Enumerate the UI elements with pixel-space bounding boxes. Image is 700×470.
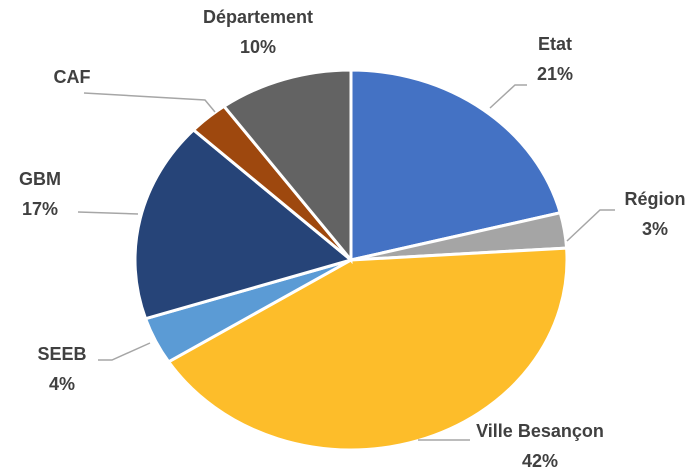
slice-label: GBM bbox=[19, 169, 61, 189]
slice-label: Etat bbox=[538, 34, 572, 54]
leader-line bbox=[83, 92, 216, 113]
pie-slice bbox=[133, 127, 355, 321]
slice-label: CAF bbox=[54, 67, 91, 87]
pie-slice bbox=[221, 68, 353, 265]
slice-value-label: 10% bbox=[240, 37, 276, 57]
slice-label: Ville Besançon bbox=[476, 421, 604, 441]
slice-label: Département bbox=[203, 7, 313, 27]
leader-line bbox=[566, 209, 615, 242]
slice-label: SEEB bbox=[37, 344, 86, 364]
pie-slice bbox=[349, 68, 563, 262]
slice-value-label: 17% bbox=[22, 199, 58, 219]
slice-label: Région bbox=[625, 189, 686, 209]
leader-line bbox=[489, 84, 527, 109]
leader-line bbox=[77, 211, 139, 215]
slice-value-label: 42% bbox=[522, 451, 558, 470]
pie-slice bbox=[166, 246, 569, 452]
slice-value-label: 4% bbox=[49, 374, 75, 394]
leader-line bbox=[98, 342, 151, 361]
slice-value-label: 3% bbox=[642, 219, 668, 239]
slice-value-label: 21% bbox=[537, 64, 573, 84]
